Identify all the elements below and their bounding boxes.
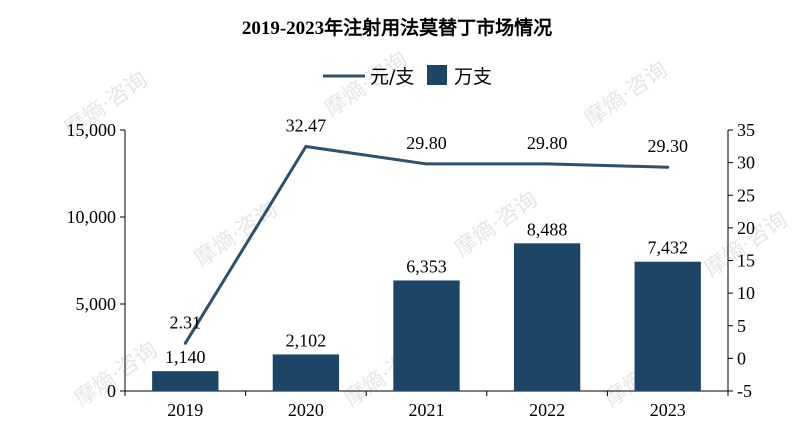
- bar-series: [152, 243, 701, 391]
- x-tick-label: 2023: [650, 400, 686, 420]
- y-left-tick-label: 5,000: [76, 294, 117, 314]
- line-point: [425, 162, 428, 166]
- watermark: 摩熵·咨询: [70, 337, 162, 412]
- x-tick-label: 2019: [167, 400, 203, 420]
- line-data-label: 29.80: [406, 133, 447, 153]
- bar-data-label: 8,488: [527, 219, 568, 239]
- legend-label-price: 元/支: [370, 66, 414, 88]
- x-tick-label: 2020: [288, 400, 324, 420]
- line-point: [183, 341, 187, 345]
- y-left-tick-label: 10,000: [67, 207, 117, 227]
- line-data-label: 29.30: [647, 136, 688, 156]
- watermark: 摩熵·咨询: [580, 57, 672, 132]
- bar: [393, 280, 460, 391]
- x-tick-label: 2022: [529, 400, 565, 420]
- line-data-label: 32.47: [286, 116, 327, 136]
- y-right-tick-label: 30: [737, 153, 755, 173]
- line-data-label: 2.31: [170, 312, 202, 332]
- line-point: [666, 165, 670, 169]
- y-left-tick-label: 0: [107, 381, 116, 401]
- y-right-tick-label: 0: [737, 348, 746, 368]
- bar-data-label: 1,140: [165, 347, 206, 367]
- legend: 元/支 万支: [323, 65, 492, 88]
- y-right-tick-label: 10: [737, 283, 755, 303]
- data-labels: 1,140 2,102 6,353 8,488 7,432 2.31 32.47 29.80 2…: [165, 116, 688, 368]
- x-tick-label: 2021: [409, 400, 445, 420]
- y-right-tick-label: 35: [737, 120, 755, 140]
- y-right-tick-label: 15: [737, 251, 755, 271]
- legend-label-volume: 万支: [454, 66, 492, 88]
- bar: [152, 371, 219, 391]
- y-left-tick-label: 15,000: [67, 120, 117, 140]
- y-right-tick-label: 20: [737, 218, 755, 238]
- line-data-label: 29.80: [527, 133, 568, 153]
- bar-data-label: 2,102: [286, 330, 327, 350]
- chart-title: 2019-2023年注射用法莫替丁市场情况: [242, 16, 552, 39]
- bar: [272, 354, 340, 391]
- y-right-tick-label: -5: [737, 381, 752, 401]
- line-point: [545, 162, 549, 166]
- legend-bar-swatch: [427, 65, 447, 85]
- bar: [513, 243, 581, 391]
- y-right-tick-label: 25: [737, 185, 755, 205]
- axes: 0 5,000 10,000 15,000 -5 0 5 10 15 20 25 30 35 2019 20…: [67, 120, 756, 420]
- bar: [634, 261, 701, 391]
- bar-data-label: 7,432: [647, 238, 688, 258]
- y-right-tick-label: 5: [737, 316, 746, 336]
- line-point: [304, 145, 308, 149]
- line-series: [183, 145, 670, 345]
- bar-data-label: 6,353: [406, 256, 447, 276]
